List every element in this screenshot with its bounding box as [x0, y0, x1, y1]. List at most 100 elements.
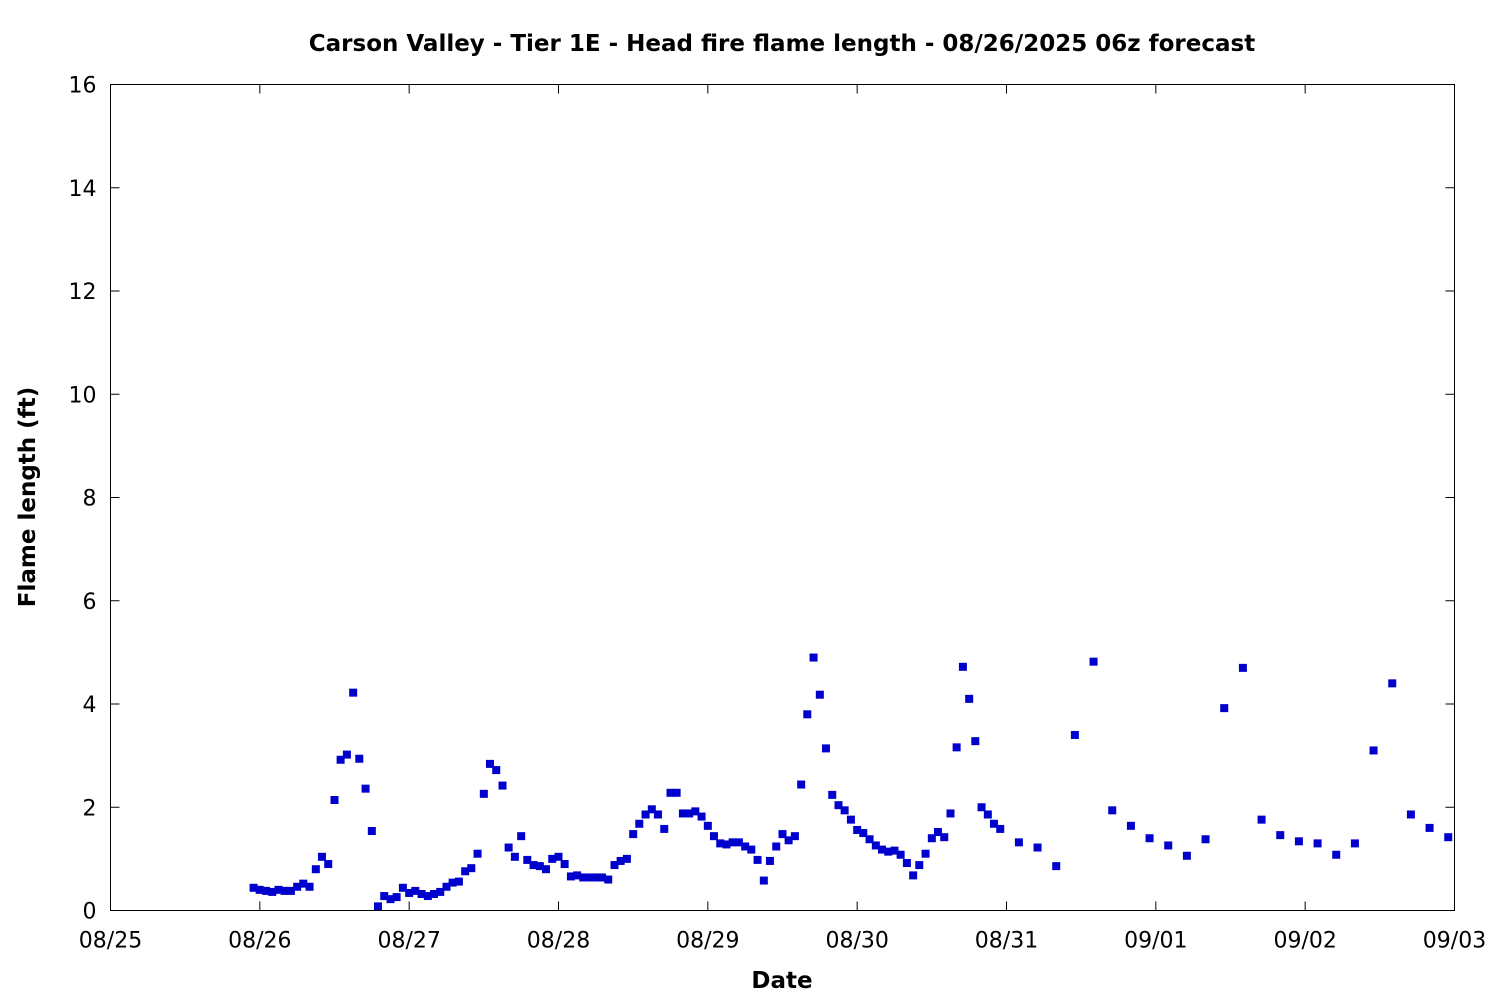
data-point	[529, 861, 538, 870]
data-point	[629, 830, 638, 839]
data-point	[330, 796, 339, 805]
data-point	[1332, 850, 1341, 859]
data-point	[909, 871, 918, 880]
data-point	[373, 902, 382, 911]
data-point	[884, 847, 893, 856]
data-point	[461, 867, 470, 876]
data-point	[492, 766, 501, 775]
data-point	[691, 807, 700, 816]
data-point	[958, 662, 967, 671]
x-tick-label: 08/25	[79, 929, 142, 954]
data-point	[1425, 823, 1434, 832]
data-point	[965, 694, 974, 703]
data-point	[311, 865, 320, 874]
data-point	[473, 849, 482, 858]
data-point	[1388, 679, 1397, 688]
data-point	[616, 856, 625, 865]
data-point	[1014, 838, 1023, 847]
data-point	[952, 743, 961, 752]
data-point	[317, 852, 326, 861]
data-point	[423, 892, 432, 901]
data-point	[1294, 837, 1303, 846]
data-point	[877, 845, 886, 854]
data-point	[971, 737, 980, 746]
data-point	[249, 883, 258, 892]
data-point	[504, 843, 513, 852]
data-point	[927, 834, 936, 843]
data-point	[1182, 851, 1191, 860]
data-point	[467, 864, 476, 873]
data-point	[597, 873, 606, 882]
axis-ticks: 0 2 4 6 8 10 12 14 16 08/25 08/26 08/27 08/28 08/29 08…	[69, 74, 1487, 954]
data-point	[510, 852, 519, 861]
data-point	[709, 832, 718, 841]
data-point	[1238, 663, 1247, 672]
data-point	[573, 871, 582, 880]
data-point	[840, 806, 849, 815]
data-point	[1257, 815, 1266, 824]
data-point	[784, 836, 793, 845]
data-point	[1201, 835, 1210, 844]
data-point	[790, 832, 799, 841]
data-point	[871, 841, 880, 850]
data-point	[697, 812, 706, 821]
data-point	[989, 819, 998, 828]
data-point	[280, 886, 289, 895]
data-point	[1406, 810, 1415, 819]
data-point	[765, 856, 774, 865]
x-tick-label: 09/02	[1273, 929, 1336, 954]
data-point	[1276, 831, 1285, 840]
x-tick-label: 08/26	[228, 929, 291, 954]
data-point	[610, 861, 619, 870]
data-point	[604, 875, 613, 884]
data-point	[386, 895, 395, 904]
data-point	[896, 850, 905, 859]
data-point	[560, 860, 569, 869]
x-tick-label: 08/27	[377, 929, 440, 954]
data-point	[641, 810, 650, 819]
data-point	[1369, 746, 1378, 755]
data-point	[747, 845, 756, 854]
data-point	[454, 877, 463, 886]
data-point	[666, 788, 675, 797]
chart-title: Carson Valley - Tier 1E - Head fire flam…	[309, 31, 1255, 57]
data-point	[672, 788, 681, 797]
x-tick-label: 09/01	[1124, 929, 1187, 954]
data-point	[921, 849, 930, 858]
data-point	[579, 873, 588, 882]
x-axis-label: Date	[751, 968, 812, 994]
data-point	[759, 876, 768, 885]
data-point	[324, 860, 333, 869]
data-point	[946, 809, 955, 818]
data-point	[1145, 834, 1154, 843]
data-point	[535, 862, 544, 871]
data-point	[915, 861, 924, 870]
data-point	[485, 759, 494, 768]
y-tick-label: 4	[83, 693, 97, 718]
data-point	[859, 829, 868, 838]
data-point	[940, 833, 949, 842]
data-point	[299, 879, 308, 888]
data-point	[853, 825, 862, 834]
data-point	[983, 810, 992, 819]
data-point	[1108, 806, 1117, 815]
data-point	[261, 886, 270, 895]
data-point	[703, 821, 712, 830]
data-point	[722, 840, 731, 849]
data-point	[902, 859, 911, 868]
data-point	[933, 828, 942, 837]
data-point	[1089, 657, 1098, 666]
data-point	[678, 809, 687, 818]
data-point	[342, 750, 351, 759]
data-point	[778, 830, 787, 839]
data-point	[268, 887, 277, 896]
data-point	[336, 755, 345, 764]
data-point	[1164, 841, 1173, 850]
data-point	[1033, 843, 1042, 852]
data-point	[1052, 862, 1061, 871]
data-point	[734, 838, 743, 847]
y-tick-label: 12	[69, 280, 97, 305]
data-point	[647, 805, 656, 814]
y-tick-label: 8	[83, 487, 97, 512]
